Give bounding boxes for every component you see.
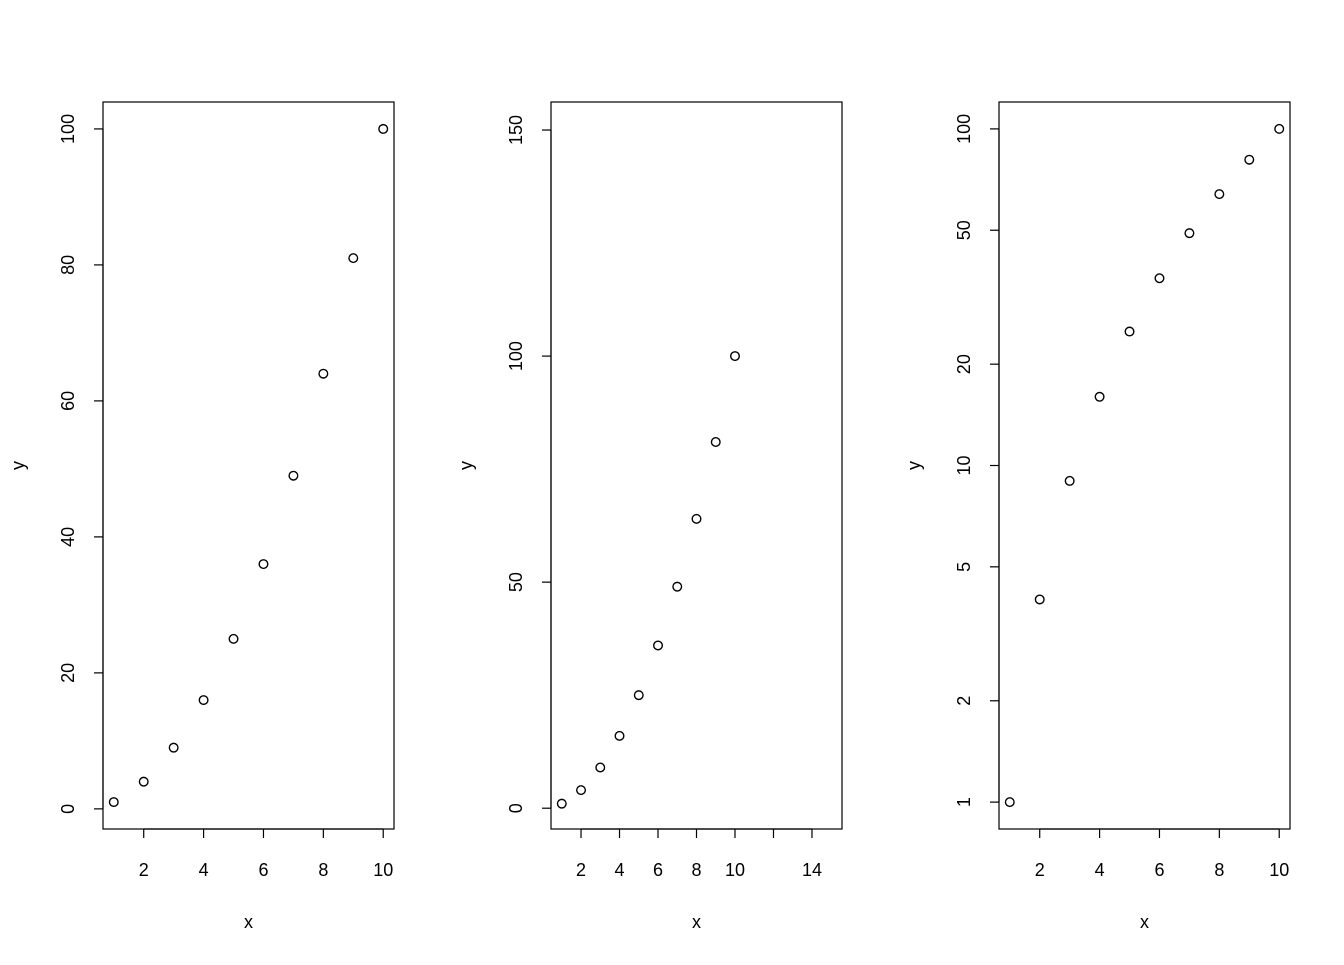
y-tick-label: 100 xyxy=(58,114,78,144)
y-tick-label: 5 xyxy=(954,562,974,572)
x-tick-label: 10 xyxy=(725,860,745,880)
point xyxy=(318,368,329,379)
x-tick-label: 10 xyxy=(373,860,393,880)
x-tick-label: 6 xyxy=(1154,860,1164,880)
point xyxy=(691,513,702,524)
y-axis-label: y xyxy=(456,461,476,470)
y-tick-label: 0 xyxy=(58,804,78,814)
x-axis-label: x xyxy=(1140,912,1149,932)
point xyxy=(633,690,644,701)
x-tick-label: 6 xyxy=(258,860,268,880)
point xyxy=(1184,228,1195,239)
y-tick-label: 2 xyxy=(954,696,974,706)
point xyxy=(729,351,740,362)
y-tick-label: 20 xyxy=(954,354,974,374)
x-tick-label: 4 xyxy=(199,860,209,880)
point xyxy=(258,559,269,570)
point xyxy=(1154,273,1165,284)
y-tick-label: 80 xyxy=(58,255,78,275)
x-axis-label: x xyxy=(244,912,253,932)
point xyxy=(1244,154,1255,165)
point xyxy=(228,633,239,644)
point xyxy=(672,581,683,592)
point xyxy=(108,797,119,808)
point xyxy=(138,776,149,787)
y-tick-label: 100 xyxy=(506,341,526,371)
y-tick-label: 40 xyxy=(58,527,78,547)
y-tick-label: 150 xyxy=(506,115,526,145)
point xyxy=(710,436,721,447)
x-tick-label: 10 xyxy=(1269,860,1289,880)
x-tick-label: 4 xyxy=(615,860,625,880)
point xyxy=(614,730,625,741)
point xyxy=(1094,391,1105,402)
x-tick-label: 8 xyxy=(1214,860,1224,880)
x-tick-label: 2 xyxy=(1035,860,1045,880)
point xyxy=(378,123,389,134)
point xyxy=(556,798,567,809)
y-axis-label: y xyxy=(8,461,28,470)
plot-box xyxy=(550,101,843,830)
point xyxy=(1274,123,1285,134)
plot-box xyxy=(102,101,395,830)
y-tick-label: 50 xyxy=(506,572,526,592)
x-tick-label: 4 xyxy=(1095,860,1105,880)
point xyxy=(1214,189,1225,200)
point xyxy=(1034,594,1045,605)
point xyxy=(1004,797,1015,808)
y-tick-label: 60 xyxy=(58,391,78,411)
point xyxy=(1064,475,1075,486)
point xyxy=(576,785,587,796)
y-tick-label: 50 xyxy=(954,220,974,240)
y-axis-label: y xyxy=(904,461,924,470)
x-axis-label: x xyxy=(692,912,701,932)
point xyxy=(198,695,209,706)
x-tick-label: 8 xyxy=(691,860,701,880)
y-tick-label: 10 xyxy=(954,455,974,475)
point xyxy=(595,762,606,773)
x-tick-label: 14 xyxy=(802,860,822,880)
x-tick-label: 8 xyxy=(318,860,328,880)
y-tick-label: 1 xyxy=(954,797,974,807)
plot-box xyxy=(998,101,1291,830)
x-tick-label: 2 xyxy=(139,860,149,880)
y-tick-label: 0 xyxy=(506,803,526,813)
point xyxy=(653,640,664,651)
y-tick-label: 20 xyxy=(58,663,78,683)
x-tick-label: 6 xyxy=(653,860,663,880)
y-tick-label: 100 xyxy=(954,114,974,144)
x-tick-label: 2 xyxy=(576,860,586,880)
point xyxy=(288,470,299,481)
point xyxy=(348,253,359,264)
point xyxy=(1124,326,1135,337)
point xyxy=(168,742,179,753)
